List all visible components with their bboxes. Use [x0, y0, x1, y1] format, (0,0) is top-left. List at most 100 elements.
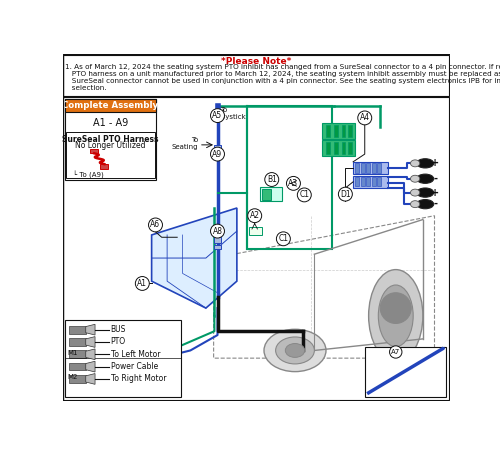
Text: BUS: BUS: [110, 325, 126, 334]
Polygon shape: [86, 337, 95, 347]
Text: B1: B1: [267, 175, 276, 184]
Text: C1: C1: [300, 190, 310, 199]
Ellipse shape: [286, 343, 304, 357]
Text: 1. As of March 12, 2024 the seating system PTO inhibit has changed from a SureSe: 1. As of March 12, 2024 the seating syst…: [65, 64, 500, 70]
Bar: [356, 177, 360, 186]
Text: A1 - A9: A1 - A9: [93, 117, 128, 127]
Polygon shape: [86, 361, 95, 372]
Bar: [334, 142, 338, 154]
Text: A3: A3: [288, 179, 298, 188]
Circle shape: [148, 218, 162, 232]
Bar: [372, 163, 376, 173]
Bar: [260, 187, 282, 201]
Text: A1: A1: [138, 279, 147, 288]
Text: PTO: PTO: [110, 338, 126, 346]
Circle shape: [338, 187, 352, 201]
Bar: [365, 346, 446, 396]
Circle shape: [286, 176, 300, 190]
Text: To Right Motor: To Right Motor: [110, 374, 166, 383]
Text: To
Seating: To Seating: [172, 137, 198, 150]
Ellipse shape: [416, 188, 434, 197]
Text: *Please Note*: *Please Note*: [221, 57, 292, 66]
Bar: [68, 338, 86, 346]
Bar: [342, 142, 345, 154]
Text: To Left Motor: To Left Motor: [110, 350, 160, 359]
Ellipse shape: [416, 159, 434, 168]
Text: PTO harness on a unit manufactured prior to March 12, 2024, the seating system i: PTO harness on a unit manufactured prior…: [65, 71, 500, 77]
Ellipse shape: [410, 176, 420, 182]
Ellipse shape: [410, 201, 420, 207]
Bar: [322, 140, 354, 156]
Bar: [68, 351, 86, 358]
Bar: [326, 125, 330, 137]
Bar: [65, 99, 156, 180]
Circle shape: [298, 188, 312, 202]
Ellipse shape: [276, 337, 314, 364]
Bar: [65, 99, 156, 112]
Text: A7: A7: [391, 349, 400, 355]
Bar: [64, 97, 449, 400]
Ellipse shape: [264, 329, 326, 372]
Bar: [372, 177, 376, 186]
Circle shape: [380, 292, 411, 324]
Bar: [366, 163, 370, 173]
Ellipse shape: [416, 199, 434, 209]
Bar: [90, 148, 98, 153]
Bar: [342, 125, 345, 137]
Bar: [353, 162, 388, 174]
Bar: [68, 363, 86, 370]
Circle shape: [210, 224, 224, 238]
Bar: [322, 123, 354, 139]
Text: A8: A8: [212, 227, 222, 236]
Bar: [353, 176, 388, 188]
Text: D1: D1: [340, 189, 350, 198]
Text: SureSeal PTO Harness: SureSeal PTO Harness: [62, 135, 159, 144]
Ellipse shape: [416, 174, 434, 183]
Bar: [366, 177, 370, 186]
Circle shape: [248, 209, 262, 223]
Ellipse shape: [378, 285, 413, 346]
Text: -: -: [434, 199, 438, 209]
Bar: [68, 375, 86, 383]
Bar: [348, 125, 352, 137]
Bar: [214, 145, 220, 148]
Text: +: +: [431, 158, 440, 168]
Text: M2: M2: [67, 374, 78, 380]
Polygon shape: [86, 349, 95, 360]
Polygon shape: [86, 324, 95, 335]
Bar: [348, 142, 352, 154]
Bar: [214, 237, 220, 243]
Bar: [356, 163, 360, 173]
Bar: [64, 55, 449, 96]
Text: A9: A9: [212, 149, 222, 158]
Text: No Longer Utilized: No Longer Utilized: [76, 141, 146, 150]
Text: A6: A6: [150, 220, 160, 230]
Circle shape: [210, 147, 224, 161]
Text: To
Joystick: To Joystick: [220, 107, 246, 120]
Circle shape: [276, 232, 290, 246]
Bar: [334, 125, 338, 137]
Circle shape: [210, 108, 224, 122]
Bar: [214, 245, 220, 249]
Bar: [247, 106, 332, 249]
Text: selection.: selection.: [65, 85, 106, 91]
Ellipse shape: [410, 189, 420, 196]
Text: A5: A5: [212, 111, 222, 120]
Bar: [100, 164, 108, 169]
Text: A2: A2: [250, 211, 260, 220]
Text: M1: M1: [67, 350, 78, 356]
Circle shape: [358, 111, 372, 125]
Bar: [262, 189, 271, 199]
Ellipse shape: [410, 160, 420, 167]
Polygon shape: [86, 374, 95, 384]
Bar: [65, 320, 181, 396]
Text: +: +: [431, 188, 440, 198]
Text: A4: A4: [360, 113, 370, 122]
Bar: [66, 132, 154, 178]
Circle shape: [136, 277, 149, 290]
Text: Complete Assembly: Complete Assembly: [62, 101, 158, 110]
Ellipse shape: [368, 270, 423, 362]
Bar: [326, 142, 330, 154]
Bar: [377, 177, 381, 186]
Text: Power Cable: Power Cable: [110, 362, 158, 371]
